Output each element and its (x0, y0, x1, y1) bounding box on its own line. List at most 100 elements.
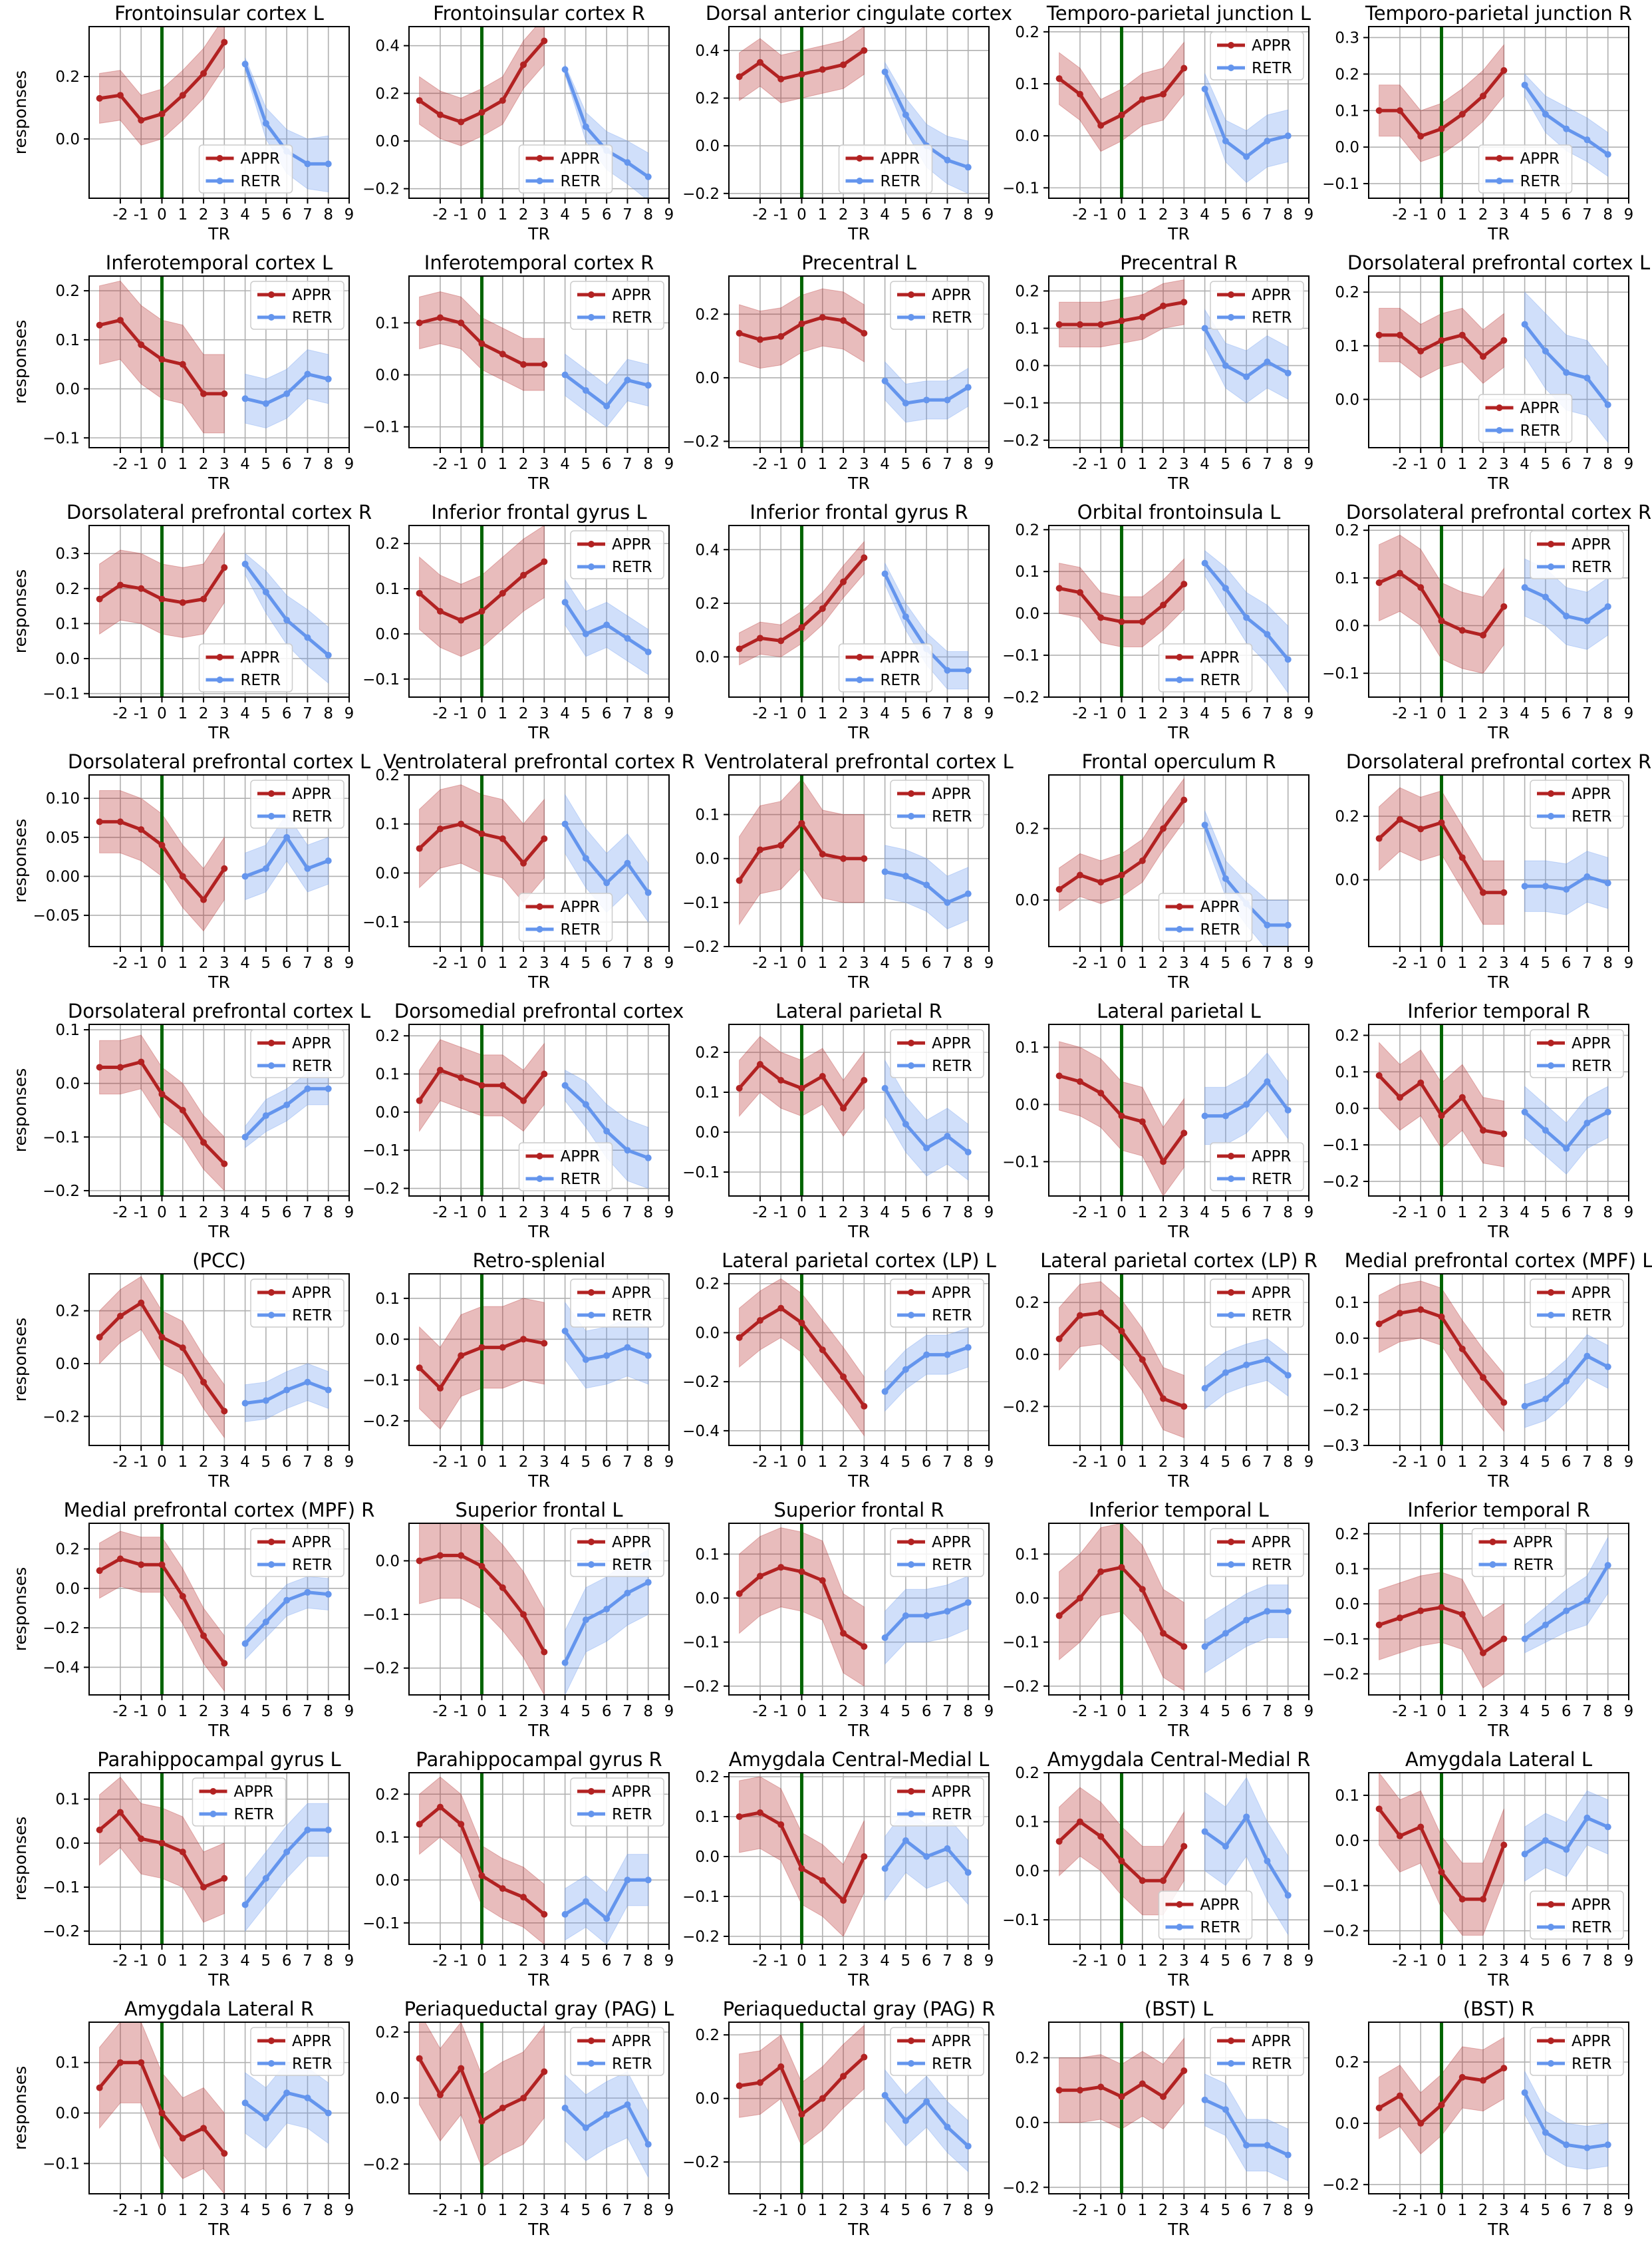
y-tick-label: 0.0 (1335, 2115, 1359, 2133)
x-tick-label: 1 (178, 1204, 188, 1221)
subplot: Precentral L-2 -1 0 1 2 3 4 5 6 7 8 9TR−0.20.00.2AP… (682, 251, 994, 493)
x-tick-label: -1 (134, 1204, 149, 1221)
y-tick-label: 0.2 (695, 90, 720, 108)
appr-point (499, 589, 506, 597)
retr-point (325, 857, 332, 864)
x-tick-label: 4 (240, 955, 250, 972)
x-tick-label: 0 (477, 1204, 487, 1221)
appr-point (436, 1803, 444, 1811)
x-tick-label: 0 (1437, 1952, 1446, 1970)
y-tick-label: 0.1 (1335, 1787, 1359, 1805)
retr-confidence-band (1204, 73, 1289, 184)
legend-label-appr: APPR (612, 287, 651, 304)
appr-point (1139, 618, 1146, 625)
y-tick-label: 0.0 (695, 1590, 720, 1607)
x-tick-label: 4 (560, 1204, 570, 1221)
x-tick-label: 9 (1624, 955, 1634, 972)
appr-point (861, 1853, 868, 1860)
y-tick-label: 0.0 (1335, 1833, 1359, 1850)
x-tick-label: 2 (1478, 2202, 1488, 2219)
appr-point (798, 1865, 805, 1872)
x-tick-label: 3 (1499, 1453, 1509, 1471)
appr-point (499, 1082, 506, 1089)
x-tick-label: 9 (1304, 2202, 1314, 2219)
y-tick-label: 0.0 (1335, 872, 1359, 889)
x-tick-label: 8 (643, 705, 653, 722)
legend-label-appr: APPR (292, 2033, 331, 2050)
x-tick-label: 9 (344, 1952, 354, 1970)
legend-label-appr: APPR (932, 1534, 971, 1551)
retr-point (304, 2094, 311, 2101)
y-tick-label: 0.2 (1015, 1294, 1039, 1312)
y-tick-label: 0.2 (1015, 1765, 1039, 1782)
retr-confidence-band (885, 2069, 969, 2173)
retr-point (902, 873, 909, 880)
y-tick-label: 0.00 (46, 868, 80, 885)
appr-point (736, 1334, 743, 1341)
appr-point (158, 110, 166, 118)
x-tick-label: 2 (839, 1703, 849, 1720)
plot-area (1055, 276, 1292, 448)
retr-point (241, 1133, 249, 1141)
legend-label-retr: RETR (932, 1557, 972, 1574)
x-tick-label: 7 (942, 1952, 952, 1970)
appr-point (1375, 331, 1383, 339)
appr-point (798, 820, 805, 827)
retr-confidence-band (885, 1575, 969, 1665)
appr-point (1396, 1614, 1403, 1622)
legend-marker-appr (588, 541, 595, 547)
appr-point (96, 94, 103, 102)
x-tick-label: 5 (1221, 1703, 1231, 1720)
y-tick-label: 0.1 (375, 581, 400, 598)
y-tick-label: 0.1 (1015, 76, 1039, 93)
axes-frame (408, 275, 670, 448)
x-tick-label: -2 (432, 456, 448, 473)
x-axis-label: TR (847, 1471, 870, 1491)
x-tick-label: 9 (1304, 955, 1314, 972)
appr-point (116, 1809, 124, 1816)
legend-marker-appr (908, 1289, 914, 1296)
x-tick-label: 2 (199, 955, 209, 972)
legend-marker-retr (216, 676, 223, 683)
y-tick-label: 0.0 (375, 1331, 400, 1348)
appr-point (861, 554, 868, 561)
appr-point (736, 1590, 743, 1597)
x-tick-label: 9 (984, 1453, 994, 1471)
legend-label-appr: APPR (881, 649, 920, 667)
appr-point (1458, 1345, 1466, 1352)
x-tick-label: -2 (1072, 1453, 1087, 1471)
appr-point (1458, 110, 1466, 118)
legend-marker-appr (536, 903, 543, 910)
appr-point (158, 1090, 166, 1098)
y-tick-label: 0.0 (1335, 1100, 1359, 1118)
appr-point (1118, 618, 1125, 625)
x-axis-label: TR (207, 224, 230, 243)
x-tick-label: 1 (817, 955, 827, 972)
legend-label-retr: RETR (292, 1058, 333, 1075)
x-tick-label: 5 (581, 1703, 591, 1720)
subplot-title: Periaqueductal gray (PAG) R (723, 1998, 996, 2020)
appr-point (1417, 1823, 1425, 1831)
x-tick-label: -2 (112, 1204, 128, 1221)
retr-point (1222, 1112, 1229, 1120)
legend-label-appr: APPR (1252, 1534, 1291, 1551)
subplot: Dorsolateral prefrontal cortex L-2 -1 0 1 2 3… (1335, 251, 1650, 493)
legend-marker-retr (908, 2060, 914, 2067)
x-tick-label: 0 (797, 2202, 807, 2219)
retr-point (1542, 1127, 1549, 1134)
retr-point (1583, 136, 1591, 144)
y-tick-label: 0.0 (1015, 1096, 1039, 1114)
appr-point (158, 841, 166, 849)
x-tick-label: 3 (539, 1453, 549, 1471)
appr-point (1118, 1112, 1125, 1120)
appr-point (1076, 589, 1083, 596)
x-tick-label: 9 (984, 2202, 994, 2219)
subplot-title: Lateral parietal cortex (LP) L (722, 1249, 996, 1272)
appr-point (1417, 347, 1425, 355)
retr-confidence-band (885, 361, 969, 423)
x-tick-label: 8 (1603, 705, 1613, 722)
retr-point (644, 173, 652, 180)
x-tick-label: 8 (1283, 1952, 1293, 1970)
x-tick-label: 6 (282, 1952, 292, 1970)
y-tick-label: −0.2 (682, 1928, 720, 1946)
